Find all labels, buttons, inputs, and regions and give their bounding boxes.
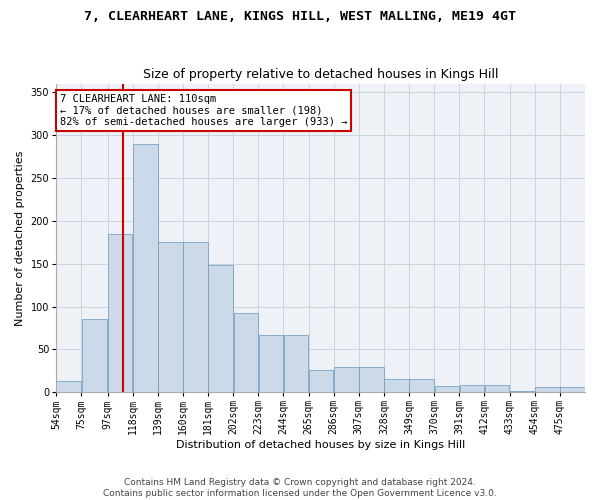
Bar	[434, 386, 459, 392]
Bar	[460, 386, 484, 392]
Bar	[233, 314, 258, 392]
Bar	[510, 390, 535, 392]
Bar	[56, 381, 81, 392]
Bar	[208, 266, 233, 392]
Bar	[82, 320, 107, 392]
Bar	[334, 366, 359, 392]
Bar	[158, 242, 182, 392]
Y-axis label: Number of detached properties: Number of detached properties	[15, 150, 25, 326]
Bar	[560, 387, 585, 392]
Text: 7, CLEARHEART LANE, KINGS HILL, WEST MALLING, ME19 4GT: 7, CLEARHEART LANE, KINGS HILL, WEST MAL…	[84, 10, 516, 23]
Text: 7 CLEARHEART LANE: 110sqm
← 17% of detached houses are smaller (198)
82% of semi: 7 CLEARHEART LANE: 110sqm ← 17% of detac…	[60, 94, 347, 127]
Bar	[535, 387, 560, 392]
Bar	[108, 234, 133, 392]
Bar	[485, 386, 509, 392]
Text: Contains HM Land Registry data © Crown copyright and database right 2024.
Contai: Contains HM Land Registry data © Crown c…	[103, 478, 497, 498]
Title: Size of property relative to detached houses in Kings Hill: Size of property relative to detached ho…	[143, 68, 499, 81]
Bar	[284, 335, 308, 392]
Bar	[384, 380, 409, 392]
Bar	[309, 370, 334, 392]
Bar	[183, 242, 208, 392]
Bar	[133, 144, 158, 392]
Bar	[359, 366, 383, 392]
X-axis label: Distribution of detached houses by size in Kings Hill: Distribution of detached houses by size …	[176, 440, 465, 450]
Bar	[409, 380, 434, 392]
Bar	[259, 335, 283, 392]
